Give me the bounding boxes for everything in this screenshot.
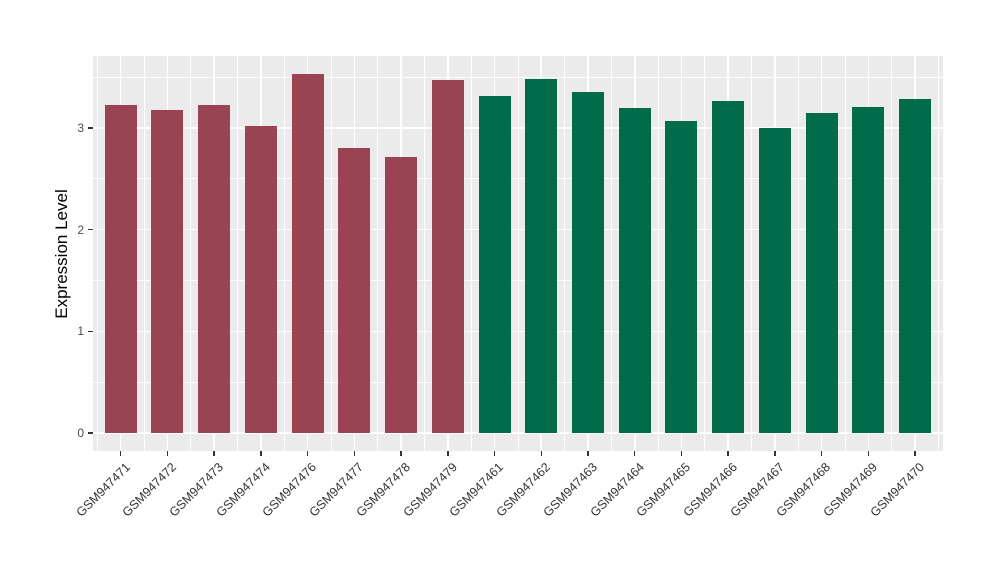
x-minor-gridline bbox=[517, 56, 519, 451]
x-minor-gridline bbox=[190, 56, 192, 451]
x-minor-gridline bbox=[704, 56, 706, 451]
y-tick-label: 2 bbox=[77, 222, 84, 237]
bar-GSM947469 bbox=[852, 106, 885, 433]
x-minor-gridline bbox=[96, 56, 98, 451]
bar-GSM947462 bbox=[525, 79, 558, 433]
bar-GSM947468 bbox=[805, 112, 838, 433]
bar-GSM947476 bbox=[291, 73, 324, 433]
x-tick-mark bbox=[493, 451, 496, 456]
bar-GSM947461 bbox=[478, 96, 511, 433]
bar-GSM947465 bbox=[665, 120, 698, 433]
x-tick-mark bbox=[867, 451, 870, 456]
bar-GSM947474 bbox=[244, 125, 277, 433]
x-minor-gridline bbox=[938, 56, 939, 451]
x-tick-mark bbox=[353, 451, 356, 456]
plot-panel bbox=[93, 56, 943, 451]
y-tick-mark bbox=[88, 330, 93, 333]
x-tick-mark bbox=[774, 451, 776, 456]
x-tick-mark bbox=[587, 451, 589, 456]
y-axis-title: Expression Level bbox=[52, 188, 71, 319]
bar-GSM947463 bbox=[572, 92, 604, 433]
x-tick-mark bbox=[914, 451, 916, 456]
x-tick-mark bbox=[119, 451, 122, 456]
y-tick-label: 0 bbox=[77, 426, 84, 440]
x-tick-mark bbox=[260, 451, 262, 456]
x-tick-mark bbox=[540, 451, 543, 456]
x-tick-mark bbox=[213, 451, 215, 456]
x-tick-mark bbox=[820, 451, 823, 456]
x-minor-gridline bbox=[751, 56, 752, 451]
y-tick-mark bbox=[88, 127, 93, 129]
bar-GSM947471 bbox=[104, 104, 137, 433]
bar-GSM947473 bbox=[198, 104, 231, 433]
x-minor-gridline bbox=[610, 56, 612, 451]
x-minor-gridline bbox=[844, 56, 846, 451]
x-minor-gridline bbox=[797, 56, 799, 451]
bar-GSM947467 bbox=[758, 127, 791, 433]
x-tick-mark bbox=[447, 451, 449, 456]
x-minor-gridline bbox=[564, 56, 566, 451]
x-tick-mark bbox=[400, 451, 402, 456]
y-tick-mark bbox=[88, 432, 93, 434]
y-tick-label: 3 bbox=[77, 120, 84, 135]
x-tick-mark bbox=[306, 451, 309, 456]
x-minor-gridline bbox=[377, 56, 379, 451]
x-tick-mark bbox=[727, 451, 729, 456]
bar-GSM947479 bbox=[431, 80, 464, 433]
x-minor-gridline bbox=[283, 56, 285, 451]
x-minor-gridline bbox=[657, 56, 659, 451]
x-minor-gridline bbox=[891, 56, 893, 451]
x-tick-mark bbox=[633, 451, 636, 456]
x-minor-gridline bbox=[470, 56, 472, 451]
y-tick-label: 1 bbox=[77, 324, 84, 339]
bar-GSM947470 bbox=[899, 99, 932, 433]
y-tick-mark bbox=[88, 228, 93, 231]
bar-GSM947477 bbox=[338, 148, 371, 433]
x-tick-mark bbox=[680, 451, 683, 456]
bar-GSM947464 bbox=[618, 107, 651, 433]
x-minor-gridline bbox=[143, 56, 145, 451]
x-minor-gridline bbox=[424, 56, 425, 451]
x-tick-mark bbox=[166, 451, 169, 456]
x-minor-gridline bbox=[237, 56, 238, 451]
bar-GSM947478 bbox=[385, 157, 418, 433]
bar-GSM947466 bbox=[712, 101, 745, 433]
bar-GSM947472 bbox=[151, 109, 184, 433]
x-minor-gridline bbox=[330, 56, 332, 451]
